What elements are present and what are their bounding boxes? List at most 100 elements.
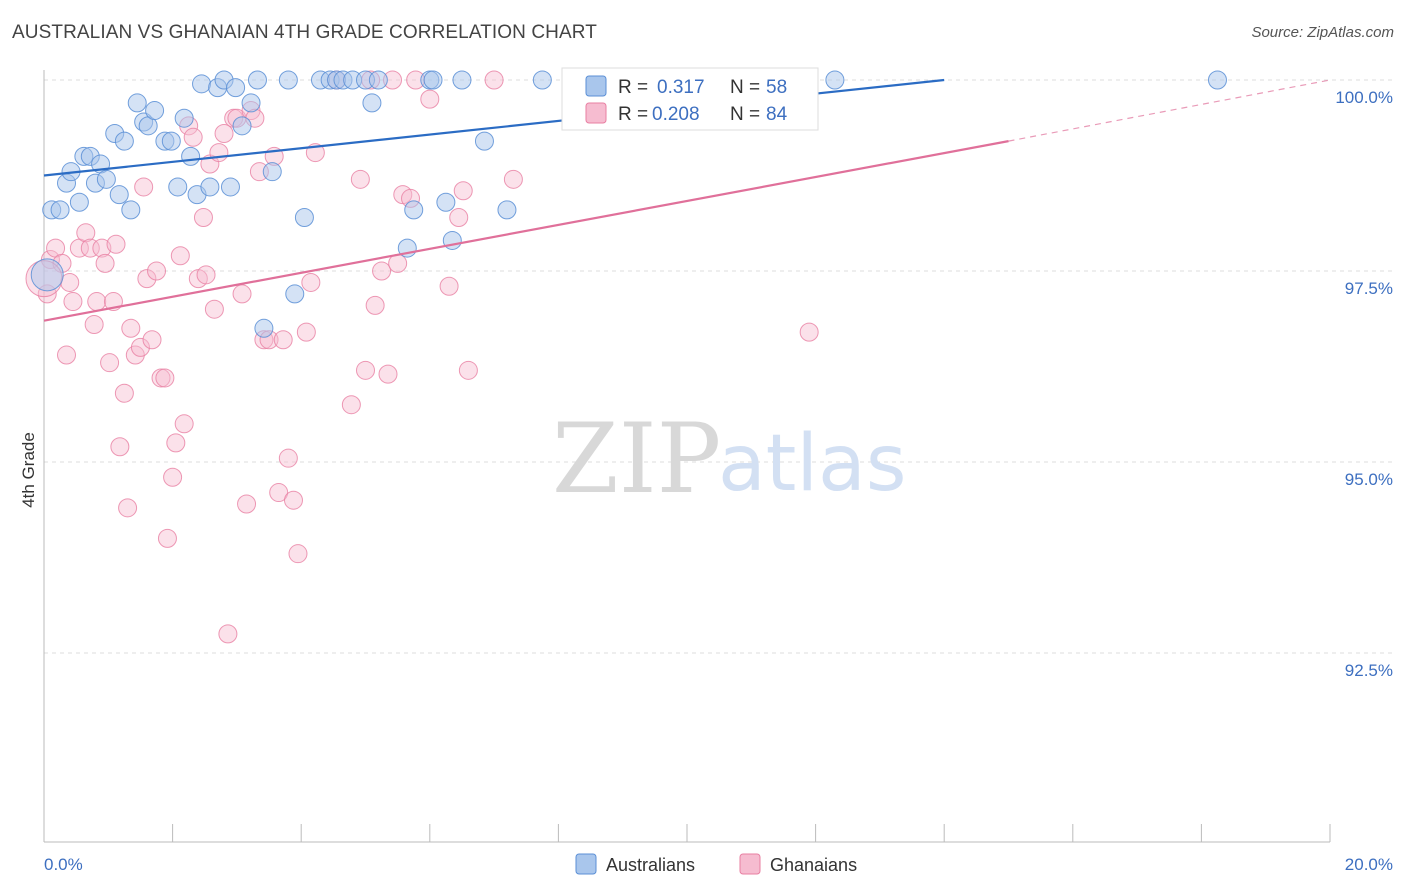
y-tick-label-1: 97.5% xyxy=(1345,279,1393,298)
ghanaians-point xyxy=(204,299,224,319)
ghanaians-point xyxy=(193,208,213,228)
australians-point xyxy=(174,108,194,128)
ghanaians-point xyxy=(114,383,134,403)
legend-n-label-2: N = xyxy=(730,104,760,125)
australians-point xyxy=(168,177,188,197)
ghanaians-point xyxy=(218,624,238,644)
ghanaians-point xyxy=(106,234,126,254)
ghanaians-point xyxy=(84,314,104,334)
australians-point xyxy=(825,70,845,90)
ghanaians-point xyxy=(439,276,459,296)
ghanaians-point xyxy=(278,448,298,468)
chart-title: AUSTRALIAN VS GHANAIAN 4TH GRADE CORRELA… xyxy=(12,22,597,43)
australians-point xyxy=(181,146,201,166)
y-tick-labels: 100.0% 97.5% 95.0% 92.5% xyxy=(1335,88,1393,680)
bottom-legend-australians: Australians xyxy=(606,855,695,875)
ghanaians-point xyxy=(142,330,162,350)
australians-point xyxy=(232,116,252,136)
ghanaians-point xyxy=(157,528,177,548)
ghanaians-point xyxy=(130,337,150,357)
ghanaians-point xyxy=(449,208,469,228)
ghanaians-point xyxy=(63,292,83,312)
ghanaians-point xyxy=(100,353,120,373)
australians-point xyxy=(452,70,472,90)
australians-point xyxy=(30,258,64,292)
australians-point xyxy=(423,70,443,90)
ghanaians-point xyxy=(166,433,186,453)
ghanaians-point xyxy=(76,223,96,243)
legend-swatch-ghanaians xyxy=(585,102,607,124)
australians-point xyxy=(247,70,267,90)
ghanaians-point xyxy=(155,368,175,388)
australians-point xyxy=(285,284,305,304)
bottom-legend-ghanaians: Ghanaians xyxy=(770,855,857,875)
ghanaians-trend-extension xyxy=(1008,79,1331,142)
legend-n-value-2: 84 xyxy=(766,104,788,125)
australians-point xyxy=(50,200,70,220)
source-label: Source: ZipAtlas.com xyxy=(1251,24,1394,41)
australians-point xyxy=(254,318,274,338)
y-tick-label-0: 100.0% xyxy=(1335,88,1393,107)
ghanaians-point xyxy=(372,261,392,281)
watermark-atlas: atlas xyxy=(718,419,907,509)
ghanaians-point xyxy=(57,345,77,365)
ghanaians-point xyxy=(484,70,504,90)
australians-point xyxy=(1207,70,1227,90)
australians-point xyxy=(121,200,141,220)
australians-point xyxy=(192,74,212,94)
australians-point xyxy=(109,185,129,205)
x-tick-label-max: 20.0% xyxy=(1345,855,1393,874)
australians-point xyxy=(96,169,116,189)
ghanaians-point xyxy=(365,295,385,315)
legend-r-value-1: 0.317 xyxy=(657,77,705,98)
bottom-legend-swatch-ghanaians xyxy=(739,853,761,875)
legend-n-label-1: N = xyxy=(730,77,760,98)
y-axis-title: 4th Grade xyxy=(19,432,38,508)
ghanaians-point xyxy=(350,169,370,189)
ghanaians-point xyxy=(283,490,303,510)
gridlines xyxy=(44,79,1395,654)
ghanaians-point xyxy=(121,318,141,338)
ghanaians-point xyxy=(118,498,138,518)
bottom-legend-swatch-australians xyxy=(575,853,597,875)
ghanaians-point xyxy=(134,177,154,197)
australians-point xyxy=(220,177,240,197)
ghanaians-point xyxy=(273,330,293,350)
ghanaians-point xyxy=(183,127,203,147)
stats-legend: R = 0.317 N = 58 R = 0.208 N = 84 xyxy=(561,67,819,131)
australians-point xyxy=(362,93,382,113)
ghanaians-point xyxy=(301,272,321,292)
ghanaians-point xyxy=(87,292,107,312)
australians-point xyxy=(278,70,298,90)
series-ghanaians-points xyxy=(25,70,819,644)
ghanaians-point xyxy=(288,544,308,564)
legend-r-label-1: R = xyxy=(618,77,648,98)
ghanaians-point xyxy=(799,322,819,342)
australians-point xyxy=(474,131,494,151)
ghanaians-point xyxy=(170,246,190,266)
bottom-legend: Australians Ghanaians xyxy=(575,853,857,875)
ghanaians-point xyxy=(453,181,473,201)
ghanaians-point xyxy=(95,253,115,273)
legend-n-value-1: 58 xyxy=(766,77,787,98)
australians-point xyxy=(241,93,261,113)
australians-point xyxy=(114,131,134,151)
ghanaians-point xyxy=(420,89,440,109)
australians-point xyxy=(145,101,165,121)
australians-point xyxy=(161,131,181,151)
australians-point xyxy=(226,78,246,98)
ghanaians-point xyxy=(378,364,398,384)
y-tick-label-3: 92.5% xyxy=(1345,661,1393,680)
ghanaians-point xyxy=(110,437,130,457)
watermark-zip: ZIP xyxy=(552,403,721,515)
ghanaians-point xyxy=(232,284,252,304)
australians-point xyxy=(436,192,456,212)
australians-point xyxy=(200,177,220,197)
ghanaians-point xyxy=(163,467,183,487)
australians-point xyxy=(497,200,517,220)
legend-swatch-australians xyxy=(585,75,607,97)
ghanaians-point xyxy=(296,322,316,342)
ghanaians-point xyxy=(174,414,194,434)
australians-point xyxy=(127,93,147,113)
